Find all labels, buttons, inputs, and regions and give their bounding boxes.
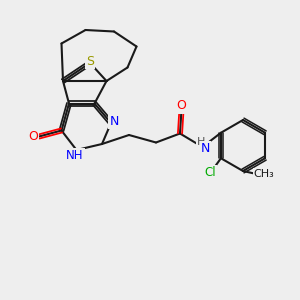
Text: N: N xyxy=(109,115,119,128)
Text: O: O xyxy=(177,99,186,112)
Text: NH: NH xyxy=(66,149,84,162)
Text: O: O xyxy=(28,130,38,143)
Text: H: H xyxy=(197,136,205,147)
Text: N: N xyxy=(201,142,210,155)
Text: S: S xyxy=(86,55,94,68)
Text: CH₃: CH₃ xyxy=(254,169,274,179)
Text: Cl: Cl xyxy=(205,166,216,179)
